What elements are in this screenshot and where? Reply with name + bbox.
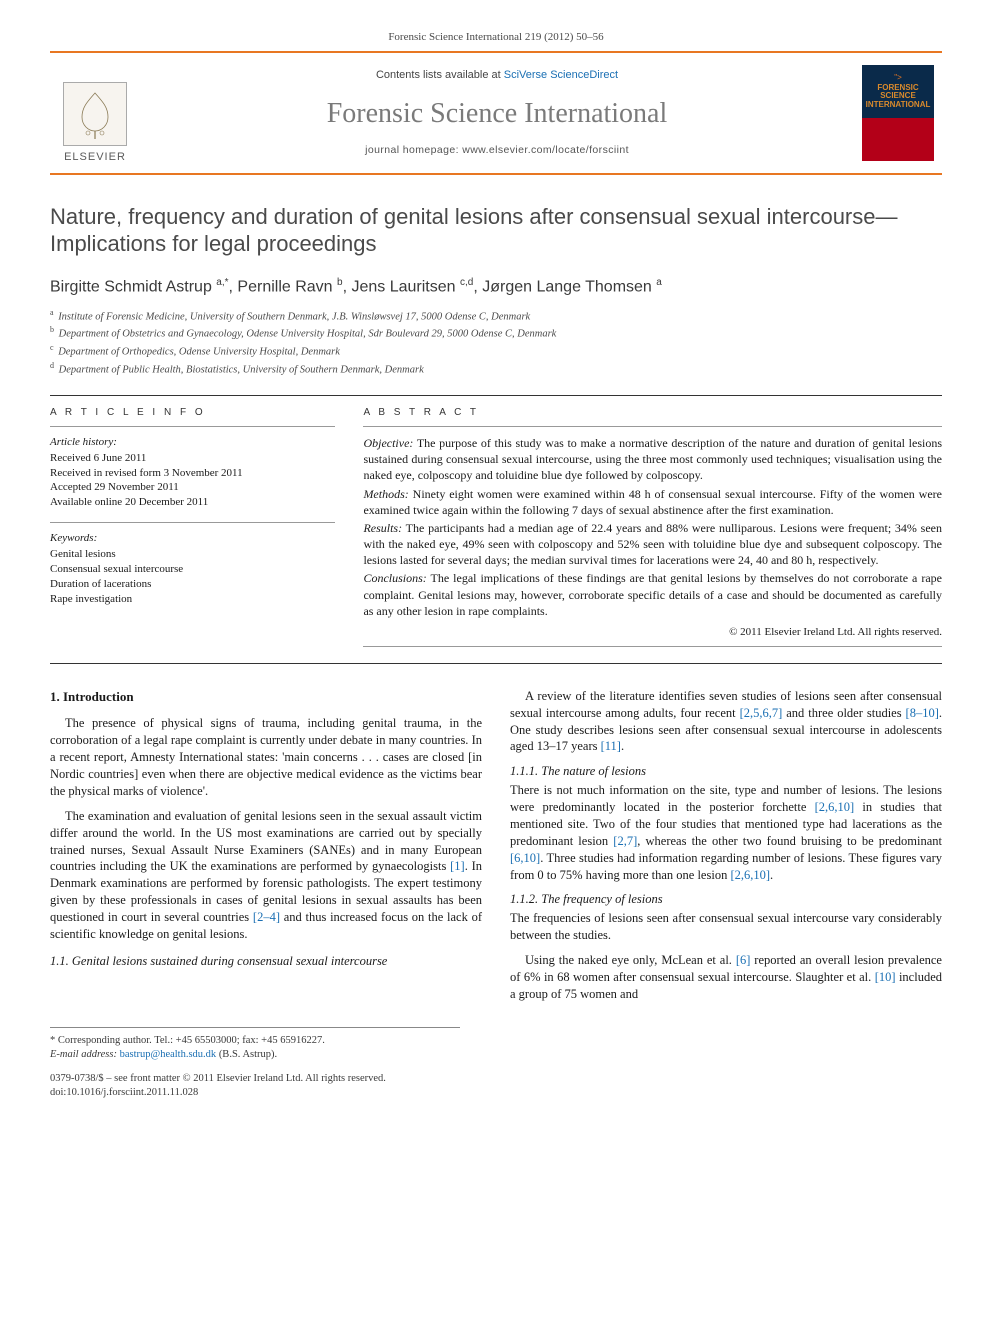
article-history: Article history: Received 6 June 2011 Re… [50,435,335,510]
issn-copyright-line: 0379-0738/$ – see front matter © 2011 El… [50,1072,942,1086]
keyword: Rape investigation [50,592,335,607]
corr-author-line: * Corresponding author. Tel.: +45 655030… [50,1034,460,1048]
paragraph: There is not much information on the sit… [510,782,942,883]
abstract-objective: Objective: The purpose of this study was… [363,435,942,484]
abstract-heading: A B S T R A C T [363,406,942,420]
results-label: Results: [363,521,402,535]
objective-label: Objective: [363,436,413,450]
keyword: Duration of lacerations [50,577,335,592]
keyword: Genital lesions [50,547,335,562]
article-info-column: A R T I C L E I N F O Article history: R… [50,406,335,654]
section-heading-introduction: 1. Introduction [50,688,482,706]
subsubsection-heading: 1.1.1. The nature of lesions [510,763,942,780]
abstract-copyright: © 2011 Elsevier Ireland Ltd. All rights … [363,625,942,640]
conclusions-label: Conclusions: [363,571,426,585]
history-heading: Article history: [50,435,335,450]
methods-label: Methods: [363,487,408,501]
history-line: Available online 20 December 2011 [50,495,335,510]
contents-available-line: Contents lists available at SciVerse Sci… [376,68,618,83]
results-text: The participants had a median age of 22.… [363,521,942,567]
affiliation-line: d Department of Public Health, Biostatis… [50,361,942,378]
abstract-results: Results: The participants had a median a… [363,520,942,569]
article-body: 1. Introduction The presence of physical… [50,688,942,1003]
conclusions-text: The legal implications of these findings… [363,571,942,617]
citation-link[interactable]: [8–10] [906,706,939,720]
citation-link[interactable]: [2,7] [613,834,637,848]
cover-word-3: INTERNATIONAL [866,101,931,110]
elsevier-tree-icon [63,82,127,146]
text-run: The examination and evaluation of genita… [50,809,482,874]
homepage-url[interactable]: www.elsevier.com/locate/forsciint [462,144,629,156]
methods-text: Ninety eight women were examined within … [363,487,942,517]
citation-link[interactable]: [6,10] [510,851,540,865]
divider [50,426,335,427]
divider [50,522,335,523]
history-line: Received 6 June 2011 [50,451,335,466]
paragraph: The presence of physical signs of trauma… [50,715,482,799]
publisher-wordmark: ELSEVIER [64,150,126,165]
corresponding-author-footnote: * Corresponding author. Tel.: +45 655030… [50,1027,460,1062]
keyword: Consensual sexual intercourse [50,562,335,577]
divider [50,663,942,664]
doi-line: doi:10.1016/j.forsciint.2011.11.028 [50,1086,942,1100]
citation-link[interactable]: [2,6,10] [815,800,855,814]
citation-link[interactable]: [10] [875,970,896,984]
abstract-conclusions: Conclusions: The legal implications of t… [363,570,942,619]
sciencedirect-link[interactable]: SciVerse ScienceDirect [504,69,618,81]
publisher-logo-block: ELSEVIER [50,53,140,173]
email-label: E-mail address: [50,1049,120,1060]
divider [50,395,942,396]
journal-cover-thumbnail: "> FORENSIC SCIENCE INTERNATIONAL [862,65,934,161]
abstract-methods: Methods: Ninety eight women were examine… [363,486,942,518]
divider [363,426,942,427]
homepage-prefix: journal homepage: [365,144,462,156]
text-run: , whereas the other two found bruising t… [637,834,942,848]
history-line: Received in revised form 3 November 2011 [50,466,335,481]
keywords-block: Keywords: Genital lesions Consensual sex… [50,531,335,606]
history-line: Accepted 29 November 2011 [50,480,335,495]
contents-prefix: Contents lists available at [376,69,504,81]
corr-email-line: E-mail address: bastrup@health.sdu.dk (B… [50,1048,460,1062]
keywords-heading: Keywords: [50,531,335,546]
text-run: and three older studies [782,706,905,720]
text-run: . [621,739,624,753]
affiliation-line: a Institute of Forensic Medicine, Univer… [50,308,942,325]
text-run: . [770,868,773,882]
citation-link[interactable]: [2,6,10] [730,868,770,882]
citation-link[interactable]: [1] [450,859,465,873]
subsubsection-heading: 1.1.2. The frequency of lesions [510,891,942,908]
paragraph: A review of the literature identifies se… [510,688,942,756]
author-list: Birgitte Schmidt Astrup a,*, Pernille Ra… [50,276,942,298]
paragraph: The frequencies of lesions seen after co… [510,910,942,944]
text-run: . Three studies had information regardin… [510,851,942,882]
running-head: Forensic Science International 219 (2012… [50,30,942,45]
front-matter-footer: 0379-0738/$ – see front matter © 2011 El… [50,1072,942,1100]
email-link[interactable]: bastrup@health.sdu.dk [120,1049,217,1060]
journal-banner: ELSEVIER Contents lists available at Sci… [50,51,942,175]
affiliation-line: b Department of Obstetrics and Gynaecolo… [50,325,942,342]
journal-homepage-line: journal homepage: www.elsevier.com/locat… [365,143,629,157]
abstract-column: A B S T R A C T Objective: The purpose o… [363,406,942,654]
article-info-heading: A R T I C L E I N F O [50,406,335,420]
citation-link[interactable]: [2–4] [253,910,280,924]
divider [363,646,942,647]
citation-link[interactable]: [2,5,6,7] [740,706,783,720]
subsection-heading: 1.1. Genital lesions sustained during co… [50,953,482,970]
paragraph: Using the naked eye only, McLean et al. … [510,952,942,1003]
citation-link[interactable]: [6] [736,953,751,967]
email-suffix: (B.S. Astrup). [216,1049,277,1060]
paragraph: The examination and evaluation of genita… [50,808,482,943]
article-title: Nature, frequency and duration of genita… [50,203,942,258]
citation-link[interactable]: [11] [601,739,621,753]
affiliation-line: c Department of Orthopedics, Odense Univ… [50,343,942,360]
affiliations: a Institute of Forensic Medicine, Univer… [50,308,942,378]
text-run: Using the naked eye only, McLean et al. [525,953,736,967]
journal-title: Forensic Science International [327,95,668,133]
objective-text: The purpose of this study was to make a … [363,436,942,482]
